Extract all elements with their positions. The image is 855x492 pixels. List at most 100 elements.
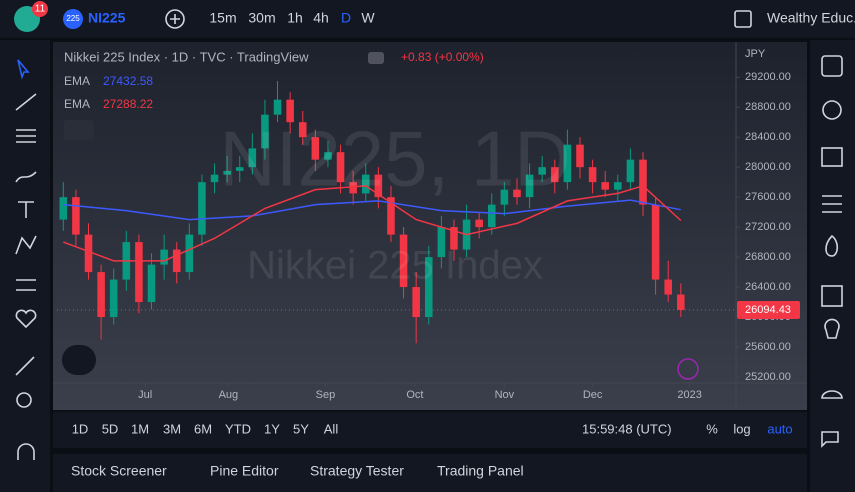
ema-line bbox=[63, 199, 681, 221]
range-button[interactable]: 3M bbox=[163, 421, 181, 436]
y-tick-label: 27200.00 bbox=[745, 221, 791, 233]
candle-body bbox=[412, 287, 420, 318]
candle-body bbox=[664, 279, 672, 295]
candle-body bbox=[185, 234, 194, 273]
candle-body bbox=[349, 182, 357, 194]
candle-body bbox=[235, 167, 244, 171]
y-tick-label: 26800.00 bbox=[745, 251, 791, 263]
layout-icon[interactable] bbox=[734, 10, 752, 28]
ema-name: EMA bbox=[64, 74, 90, 88]
range-button[interactable]: 1Y bbox=[264, 421, 280, 436]
range-button[interactable]: All bbox=[324, 421, 339, 436]
candle-body bbox=[677, 294, 685, 310]
tab[interactable]: Pine Editor bbox=[210, 463, 279, 479]
candle-body bbox=[135, 242, 143, 303]
candle-body bbox=[639, 159, 647, 205]
y-tick-label: 28400.00 bbox=[745, 131, 791, 143]
account[interactable]: Wealthy Educ... bbox=[767, 10, 855, 26]
candle-body bbox=[84, 234, 93, 273]
symbol[interactable]: NI225 bbox=[88, 10, 126, 26]
candle-body bbox=[614, 182, 622, 190]
candle-body bbox=[626, 159, 635, 183]
x-tick-label: Nov bbox=[495, 389, 515, 401]
candle-body bbox=[172, 249, 181, 273]
candle-body bbox=[223, 170, 231, 175]
watermark: Nikkei 225 Index bbox=[247, 244, 543, 288]
range-button[interactable]: 5Y bbox=[293, 421, 309, 436]
candle-body bbox=[588, 167, 597, 183]
x-tick-label: Dec bbox=[583, 389, 603, 401]
range-button[interactable]: 1D bbox=[72, 421, 89, 436]
tab[interactable]: Strategy Tester bbox=[310, 463, 404, 479]
y-tick-label: 28000.00 bbox=[745, 161, 791, 173]
interval[interactable]: 30m bbox=[248, 10, 275, 26]
widgets bbox=[821, 55, 843, 448]
candle-body bbox=[72, 197, 80, 235]
y-tick-label: 28800.00 bbox=[745, 101, 791, 113]
tab[interactable]: Trading Panel bbox=[437, 463, 524, 479]
candle-body bbox=[261, 114, 269, 149]
interval[interactable]: 1h bbox=[287, 10, 303, 26]
range-button[interactable]: 6M bbox=[194, 421, 212, 436]
range-button[interactable]: 1M bbox=[131, 421, 149, 436]
events-icon[interactable] bbox=[677, 358, 699, 380]
y-tick-label: 26400.00 bbox=[745, 281, 791, 293]
badge-count: 11 bbox=[35, 4, 46, 15]
interval[interactable]: D bbox=[341, 10, 351, 26]
candle-body bbox=[651, 204, 660, 280]
candle-body bbox=[324, 152, 332, 160]
range-button[interactable]: YTD bbox=[225, 421, 251, 436]
change: +0.83 (+0.00%) bbox=[401, 50, 484, 64]
candle-body bbox=[248, 148, 257, 168]
scale-option[interactable]: % bbox=[706, 421, 718, 436]
x-tick-label: Sep bbox=[316, 389, 336, 401]
add-icon-plus bbox=[170, 14, 180, 24]
right-toolbar bbox=[810, 40, 855, 492]
plot: 25200.0025600.0026000.0026400.0026800.00… bbox=[57, 71, 800, 401]
candle-body bbox=[513, 189, 521, 198]
tv-logo[interactable] bbox=[62, 345, 96, 375]
candle-body bbox=[387, 197, 395, 235]
left-toolbar bbox=[0, 40, 50, 492]
range-button[interactable]: 5D bbox=[102, 421, 119, 436]
drawing-tools bbox=[15, 59, 37, 460]
x-tick-label: Oct bbox=[406, 389, 423, 401]
x-tick-label: 2023 bbox=[677, 389, 701, 401]
interval[interactable]: W bbox=[361, 10, 375, 26]
candle-body bbox=[576, 144, 584, 168]
candle-body bbox=[563, 144, 572, 183]
interval[interactable]: 4h bbox=[313, 10, 329, 26]
ema-value: 27432.58 bbox=[103, 74, 153, 88]
candle-body bbox=[475, 219, 483, 228]
candle-body bbox=[273, 99, 282, 115]
candle-body bbox=[374, 174, 383, 198]
legend-toggle[interactable] bbox=[64, 120, 94, 140]
candle-body bbox=[109, 279, 118, 318]
y-tick-label: 25200.00 bbox=[745, 371, 791, 383]
candle-body bbox=[59, 197, 68, 220]
candle-body bbox=[97, 272, 105, 318]
candle-body bbox=[210, 174, 219, 183]
top-bar bbox=[0, 0, 855, 38]
collapse-button[interactable] bbox=[368, 52, 384, 64]
currency[interactable]: JPY bbox=[745, 48, 766, 60]
chart-pane bbox=[53, 42, 807, 410]
scale-option[interactable]: auto bbox=[767, 421, 792, 436]
candle-body bbox=[336, 152, 345, 183]
ema-line bbox=[63, 185, 682, 262]
interval[interactable]: 15m bbox=[209, 10, 236, 26]
last-price-label: 26094.43 bbox=[745, 304, 791, 316]
candle-body bbox=[500, 189, 509, 205]
chart-title: Nikkei 225 Index · 1D · TVC · TradingVie… bbox=[64, 49, 309, 64]
scale-option[interactable]: log bbox=[733, 421, 750, 436]
symbol-icon-text: 225 bbox=[66, 14, 80, 23]
add-icon[interactable] bbox=[165, 9, 185, 29]
last-price-box bbox=[737, 300, 800, 319]
y-tick-label: 27600.00 bbox=[745, 191, 791, 203]
candle-body bbox=[298, 122, 307, 138]
candle-body bbox=[424, 257, 433, 318]
range-bar bbox=[53, 412, 807, 448]
candle-body bbox=[147, 264, 156, 303]
tab[interactable]: Stock Screener bbox=[71, 463, 167, 479]
